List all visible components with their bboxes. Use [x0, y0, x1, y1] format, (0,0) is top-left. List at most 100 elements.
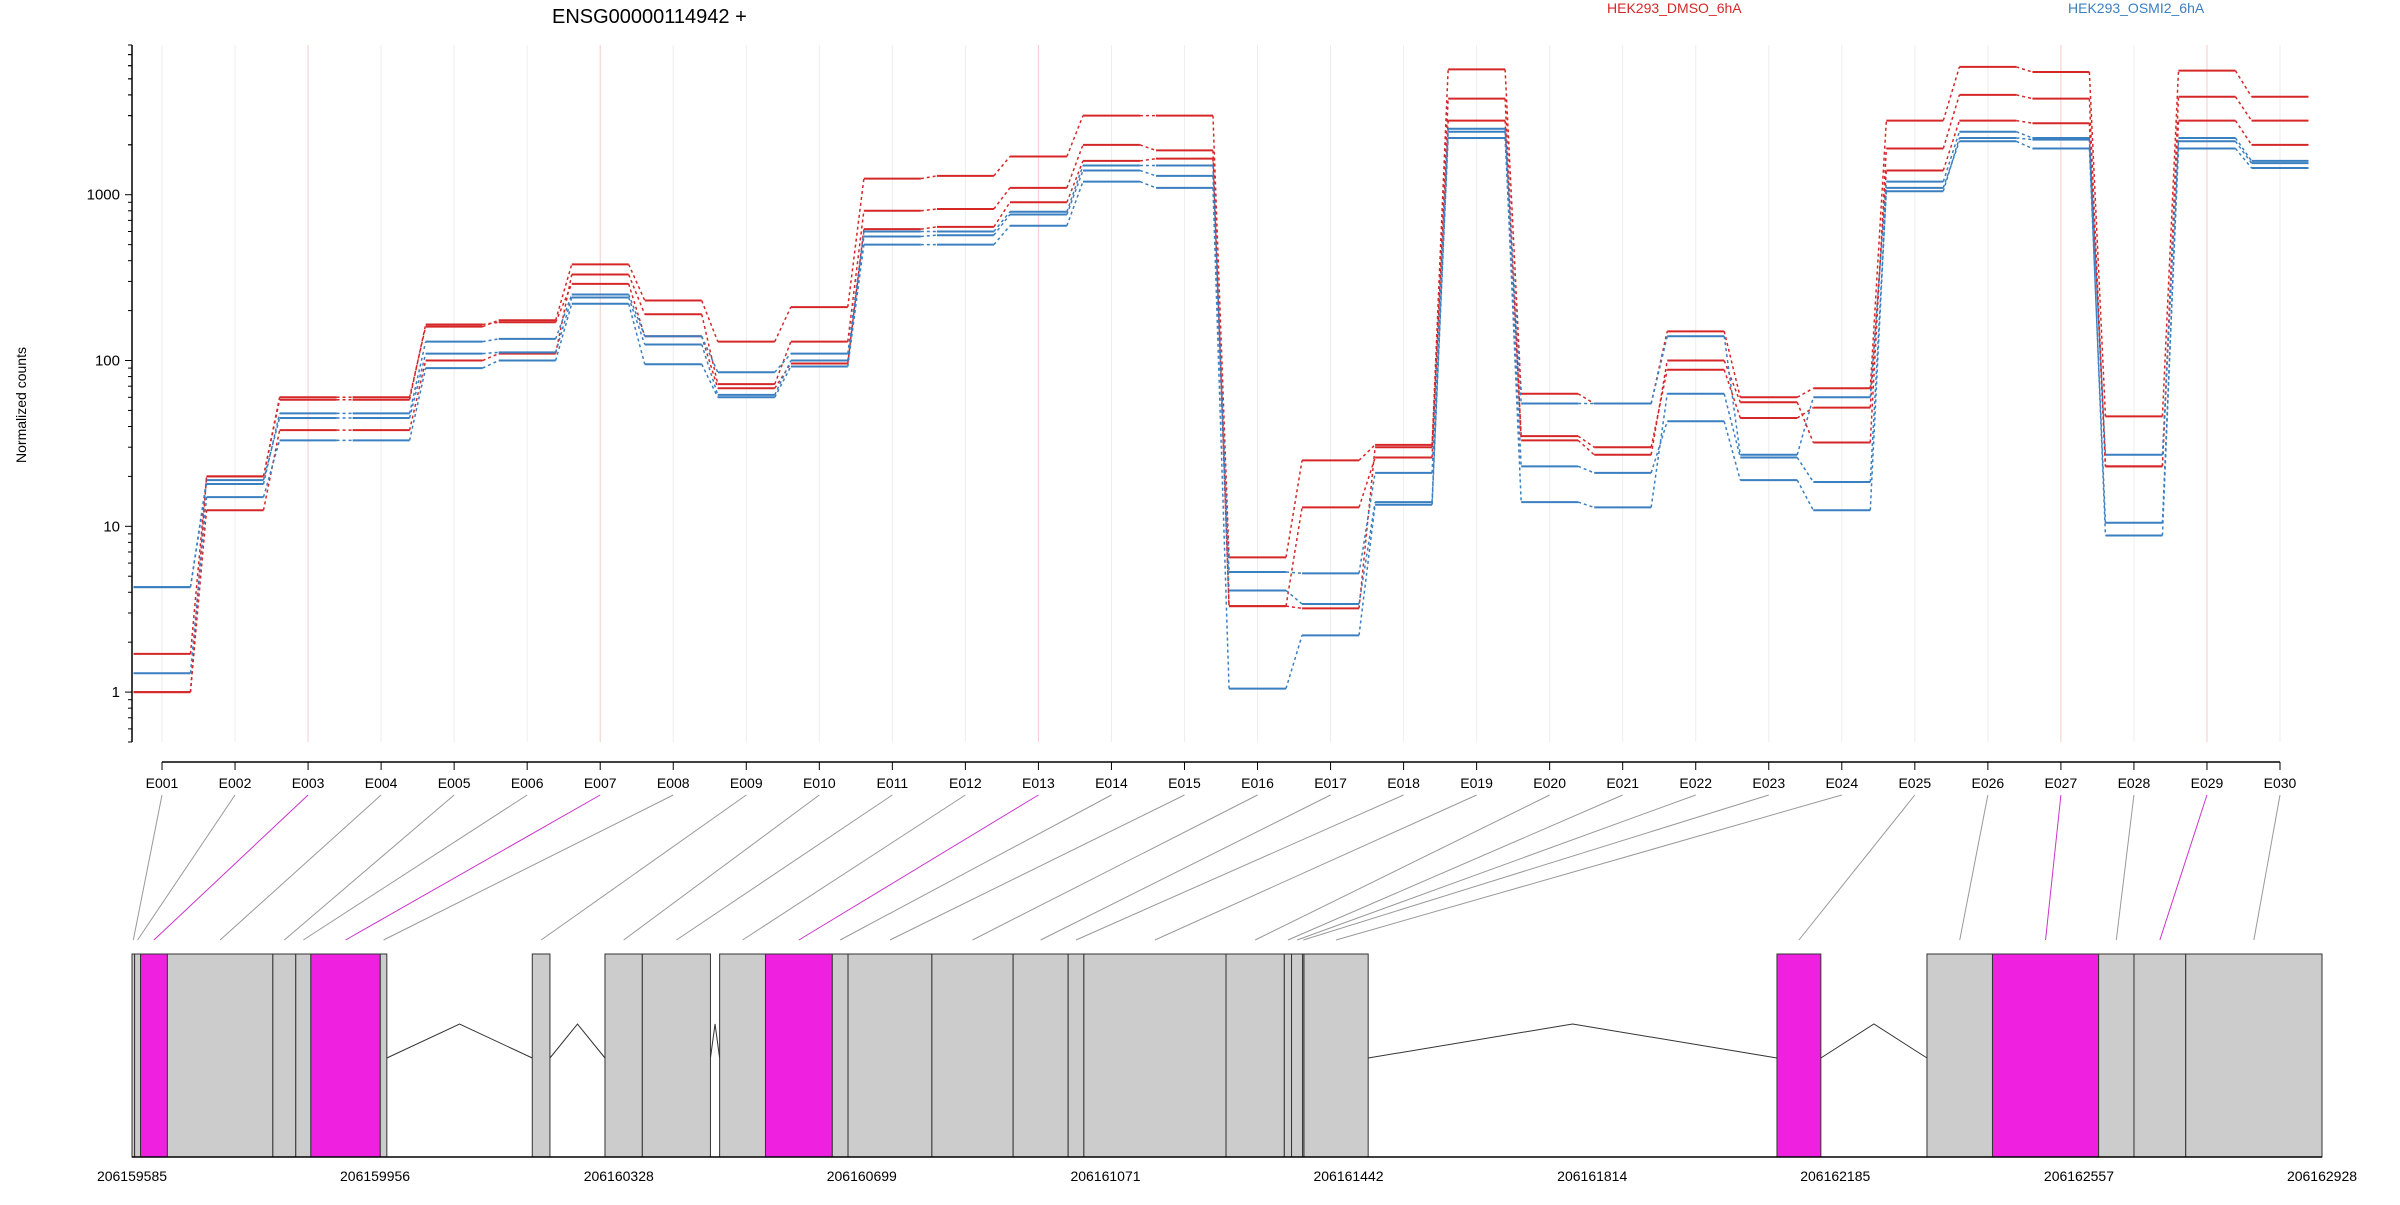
series-connector: [1431, 131, 1449, 503]
series-connector: [1650, 369, 1668, 448]
series-connector: [2016, 119, 2033, 124]
series-connector: [408, 367, 427, 441]
series-connector: [847, 210, 865, 342]
y-axis-label: Normalized counts: [13, 347, 29, 463]
exon-block-E010: [604, 953, 643, 1158]
series-connector: [1212, 187, 1230, 689]
series-connector: [262, 440, 281, 498]
exon-block-E012: [719, 953, 766, 1158]
series-connector: [1942, 131, 1961, 182]
exon-connector-E023: [1303, 794, 1769, 941]
series-connector: [1796, 457, 1814, 483]
coordinate-label: 206161814: [1557, 1168, 1627, 1184]
coordinate-label: 206160699: [827, 1168, 897, 1184]
series-connector: [1285, 460, 1303, 558]
series-connector: [847, 229, 865, 364]
x-tick-label: E001: [146, 775, 179, 791]
series-connector: [1942, 66, 1961, 121]
series-connector: [774, 353, 792, 373]
exon-connector-E015: [889, 794, 1185, 941]
exon-block-E009: [531, 953, 551, 1158]
x-tick-label: E005: [438, 775, 471, 791]
series-connector: [1650, 393, 1668, 508]
exon-connector-E019: [1154, 794, 1477, 941]
exon-connector-E020: [1254, 794, 1550, 941]
series-connector: [1066, 115, 1084, 157]
series-connector: [1066, 170, 1084, 215]
coordinate-label: 206162557: [2044, 1168, 2114, 1184]
exon-connector-E024: [1335, 794, 1842, 941]
exon-block-E016: [931, 953, 1014, 1158]
series-connector: [627, 274, 646, 315]
y-tick-label: 1: [112, 684, 120, 701]
x-tick-label: E020: [1533, 775, 1566, 791]
series-connector: [1942, 141, 1961, 189]
series-connector: [1139, 157, 1157, 162]
exon-block-E002: [134, 953, 142, 1158]
series-connector: [482, 351, 499, 355]
exon-connector-E010: [623, 794, 820, 941]
intron-line: [549, 1023, 606, 1059]
exon-connector-E006: [303, 794, 528, 941]
exon-block-E025: [1776, 953, 1822, 1158]
x-tick-label: E012: [949, 775, 982, 791]
x-tick-label: E018: [1387, 775, 1420, 791]
series-connector: [554, 297, 573, 353]
series-connector: [1577, 465, 1595, 474]
series-connector: [627, 294, 646, 337]
series-connector: [1869, 120, 1888, 389]
exon-connector-E025: [1798, 794, 1916, 941]
x-tick-label: E009: [730, 775, 763, 791]
series-connector: [408, 341, 427, 414]
series-connector: [774, 341, 792, 385]
grid-layer: [161, 45, 2281, 742]
series-connector: [993, 211, 1011, 232]
exon-block-E011: [641, 953, 711, 1158]
series-connector: [1285, 635, 1303, 689]
legend-entry-osmi2: HEK293_OSMI2_6hA: [2068, 0, 2205, 16]
x-tick-label: E004: [365, 775, 398, 791]
exon-block-E020: [1225, 953, 1285, 1158]
series-connector: [2234, 140, 2253, 164]
coordinate-label: 206159956: [340, 1168, 410, 1184]
series-connector: [408, 324, 427, 400]
series-connector: [1504, 131, 1522, 503]
exon-connector-E003: [153, 794, 309, 941]
series-connector: [1796, 387, 1814, 398]
exon-block-E005: [272, 953, 297, 1158]
series-connector: [1796, 401, 1815, 443]
y-tick-label: 10: [103, 518, 120, 535]
exon-connector-E014: [839, 794, 1112, 941]
connector-layer: [132, 794, 2281, 941]
exon-connector-E008: [383, 794, 674, 941]
series-connector: [1796, 397, 1815, 455]
series-connector: [993, 187, 1011, 210]
intron-line: [1368, 1023, 1778, 1059]
series-connector: [1577, 439, 1595, 456]
series-connector: [1139, 144, 1157, 152]
y-tick-label: 1000: [87, 187, 120, 204]
series-connector: [1723, 421, 1741, 481]
series-connector: [189, 479, 208, 588]
series-connector: [2016, 66, 2033, 73]
series-connector: [554, 283, 573, 323]
series-connector: [2234, 137, 2253, 162]
x-tick-label: E015: [1168, 775, 1201, 791]
x-tick-label: E024: [1825, 775, 1858, 791]
series-connector: [2088, 148, 2107, 523]
series-connector: [189, 497, 208, 674]
series-connector: [554, 274, 573, 354]
exon-block-E006: [295, 953, 312, 1158]
series-connector: [774, 366, 792, 398]
series-connector: [993, 156, 1011, 177]
exon-connector-E001: [132, 794, 163, 941]
exon-block-E015: [847, 953, 933, 1158]
series-connector: [2088, 137, 2107, 455]
axis-layer: 1 10 100 1000: [87, 44, 133, 743]
series-connector: [920, 226, 938, 230]
series-connector: [1869, 181, 1888, 398]
coordinate-label: 206161442: [1313, 1168, 1383, 1184]
x-tick-label: E002: [219, 775, 252, 791]
exon-block-E008: [379, 953, 388, 1158]
